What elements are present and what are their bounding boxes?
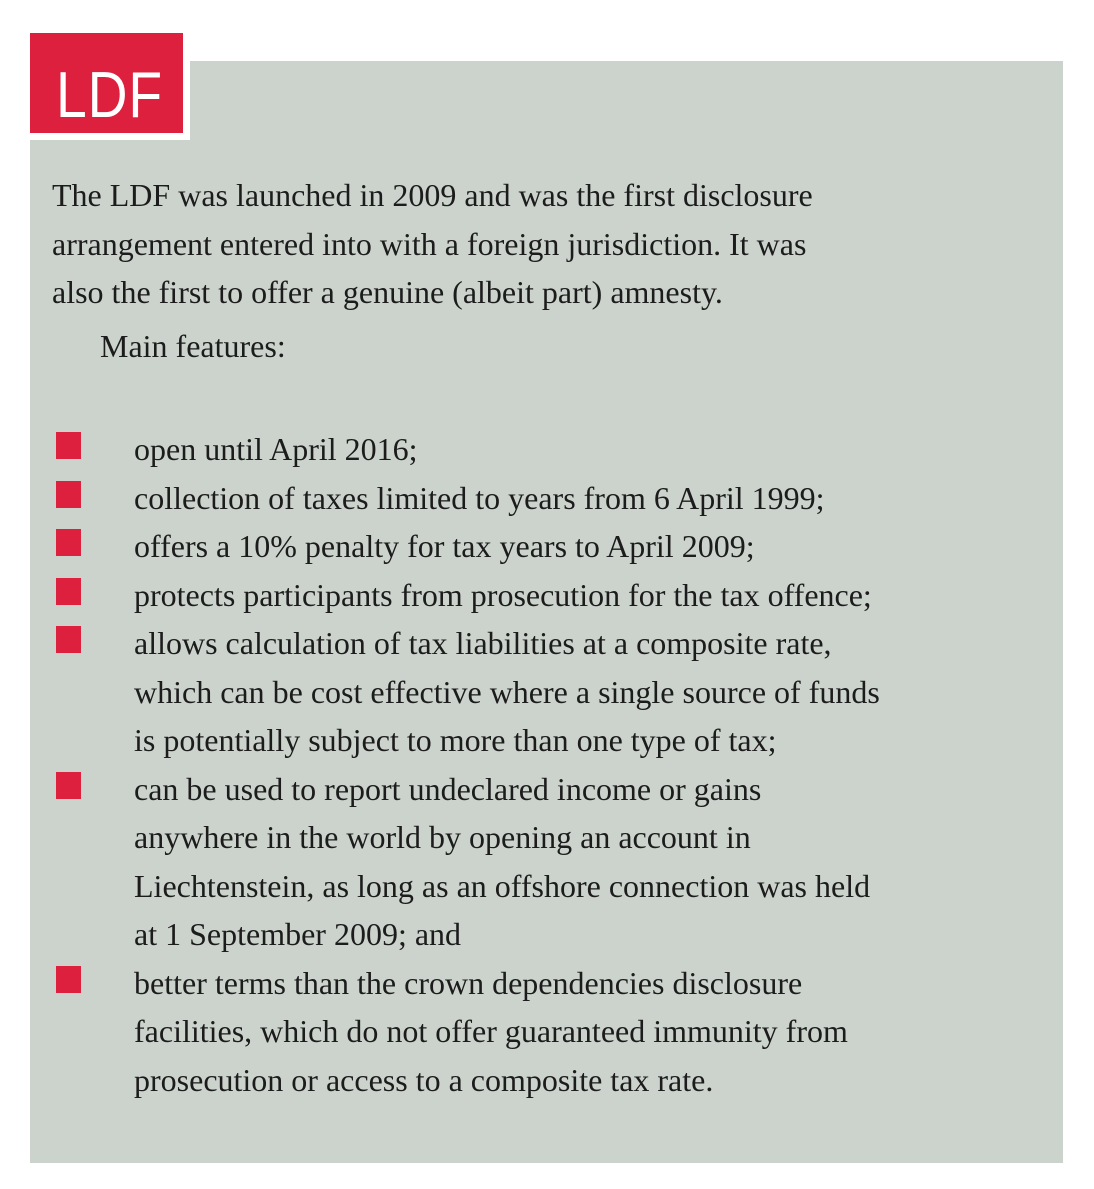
intro-paragraph: The LDF was launched in 2009 and was the… (52, 171, 1033, 317)
red-square-bullet-icon (56, 577, 81, 605)
intro-line: arrangement entered into with a foreign … (52, 225, 807, 262)
list-item-line: anywhere in the world by opening an acco… (134, 819, 751, 855)
list-item-line: collection of taxes limited to years fro… (134, 479, 825, 516)
intro-line: also the first to offer a genuine (albei… (52, 274, 723, 310)
list-item: can be used to report undeclared income … (52, 765, 1033, 959)
list-item: better terms than the crown dependencies… (52, 959, 1033, 1105)
list-item-line: at 1 September 2009; and (134, 916, 462, 952)
red-square-bullet-icon (56, 480, 81, 508)
list-item-line: protects participants from prosecution f… (134, 576, 872, 613)
red-square-bullet-icon (56, 432, 81, 459)
list-item: offers a 10% penalty for tax years to Ap… (52, 522, 1033, 571)
ldf-header-tag: LDF (30, 33, 190, 140)
red-square-bullet-icon (56, 771, 81, 799)
feature-list: open until April 2016; collection of tax… (52, 425, 1033, 1104)
ldf-tag-label: LDF (56, 58, 163, 131)
list-item-line: is potentially subject to more than one … (134, 722, 777, 758)
red-square-bullet-icon (56, 529, 81, 556)
intro-line: The LDF was launched in 2009 and was the… (52, 177, 813, 213)
list-item-line: facilities, which do not offer guarantee… (134, 1013, 848, 1049)
list-item-line: better terms than the crown dependencies… (134, 964, 803, 1001)
main-features-heading: Main features: (100, 327, 286, 364)
list-item-line: prosecution or access to a composite tax… (134, 1061, 714, 1098)
list-item: protects participants from prosecution f… (52, 571, 1033, 620)
list-item: allows calculation of tax liabilities at… (52, 619, 1033, 765)
list-item-line: open until April 2016; (134, 431, 418, 467)
list-item: open until April 2016; (52, 425, 1033, 474)
ldf-callout-panel: The LDF was launched in 2009 and was the… (30, 61, 1063, 1163)
red-square-bullet-icon (56, 965, 81, 993)
list-item-line: Liechtenstein, as long as an offshore co… (134, 867, 871, 904)
list-item-line: which can be cost effective where a sing… (134, 673, 880, 710)
panel-content: The LDF was launched in 2009 and was the… (52, 171, 1033, 1104)
red-square-bullet-icon (56, 626, 81, 653)
list-item-line: allows calculation of tax liabilities at… (134, 625, 832, 661)
list-item: collection of taxes limited to years fro… (52, 474, 1033, 523)
list-item-line: offers a 10% penalty for tax years to Ap… (134, 528, 755, 564)
list-item-line: can be used to report undeclared income … (134, 770, 762, 807)
